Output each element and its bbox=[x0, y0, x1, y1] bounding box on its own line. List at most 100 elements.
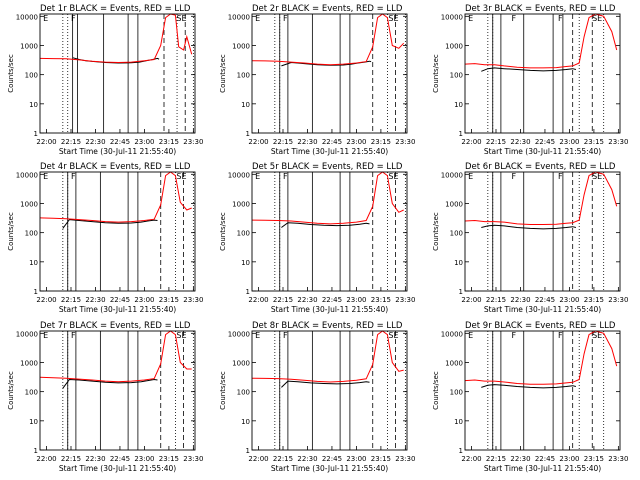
series-line-events bbox=[62, 378, 158, 389]
x-tick-label: 23:30 bbox=[395, 296, 415, 304]
plot-frame bbox=[39, 171, 196, 292]
x-tick-label: 23:15 bbox=[159, 296, 179, 304]
y-tick-label: 10 bbox=[241, 259, 250, 267]
x-tick-label: 22:30 bbox=[85, 455, 105, 463]
panel-title: Det 2r BLACK = Events, RED = LLD bbox=[252, 4, 403, 14]
y-tick-label: 10000 bbox=[228, 171, 250, 179]
series-line-lld bbox=[39, 13, 193, 64]
x-tick-label: 22:15 bbox=[486, 296, 506, 304]
x-axis-label: Start Time (30-Jul-11 21:55:40) bbox=[59, 147, 176, 156]
x-tick-label: 22:45 bbox=[110, 455, 130, 463]
x-tick-label: 22:00 bbox=[248, 455, 268, 463]
y-tick-label: 1 bbox=[246, 288, 250, 296]
x-tick-label: 22:15 bbox=[486, 138, 506, 146]
y-axis-label: Counts/sec bbox=[219, 54, 227, 93]
top-marker-label: F bbox=[71, 172, 76, 181]
y-tick-label: 1 bbox=[34, 447, 38, 455]
x-tick-label: 23:30 bbox=[183, 296, 203, 304]
plot-frame bbox=[464, 330, 621, 451]
top-marker-label: E bbox=[468, 14, 473, 23]
top-marker-label: E bbox=[255, 14, 260, 23]
y-tick-label: 1000 bbox=[20, 42, 38, 50]
x-tick-label: 23:30 bbox=[183, 138, 203, 146]
series-line-lld bbox=[39, 171, 192, 223]
x-tick-label: 22:45 bbox=[535, 296, 555, 304]
top-marker-label: F bbox=[558, 331, 563, 340]
y-tick-label: 1 bbox=[459, 447, 463, 455]
top-marker-label: E bbox=[43, 172, 48, 181]
x-tick-label: 22:45 bbox=[322, 455, 342, 463]
x-tick-label: 22:30 bbox=[297, 138, 317, 146]
x-tick-label: 22:45 bbox=[110, 138, 130, 146]
top-marker-label: F bbox=[71, 14, 76, 23]
y-tick-label: 10000 bbox=[16, 171, 38, 179]
top-marker-label: SE bbox=[388, 172, 398, 181]
y-tick-label: 100 bbox=[237, 389, 250, 397]
x-tick-label: 23:30 bbox=[608, 296, 628, 304]
y-tick-label: 100 bbox=[450, 389, 463, 397]
y-axis-label: Counts/sec bbox=[219, 371, 227, 410]
top-marker-label: F bbox=[283, 331, 288, 340]
x-tick-label: 23:30 bbox=[608, 455, 628, 463]
x-tick-label: 23:00 bbox=[346, 296, 366, 304]
panel-title: Det 4r BLACK = Events, RED = LLD bbox=[40, 162, 191, 172]
y-tick-label: 100 bbox=[450, 230, 463, 238]
panel-title: Det 9r BLACK = Events, RED = LLD bbox=[465, 321, 616, 331]
plot-frame bbox=[464, 13, 621, 134]
plot-frame bbox=[464, 171, 621, 292]
y-axis-label: Counts/sec bbox=[7, 371, 15, 410]
x-tick-label: 23:00 bbox=[134, 455, 154, 463]
y-tick-label: 1 bbox=[246, 447, 250, 455]
top-marker-label: F bbox=[512, 14, 517, 23]
x-tick-label: 23:30 bbox=[183, 455, 203, 463]
y-tick-label: 10 bbox=[29, 259, 38, 267]
top-marker-label: SE bbox=[592, 331, 602, 340]
top-marker-label: F bbox=[512, 331, 517, 340]
y-tick-label: 10000 bbox=[441, 330, 463, 338]
panel-4: Det 4r BLACK = Events, RED = LLD Counts/s… bbox=[7, 162, 203, 314]
x-tick-label: 22:15 bbox=[61, 455, 81, 463]
series-line-lld bbox=[39, 330, 192, 383]
x-tick-label: 23:15 bbox=[159, 138, 179, 146]
panel-2: Det 2r BLACK = Events, RED = LLD Counts/s… bbox=[219, 4, 415, 156]
y-tick-label: 1000 bbox=[232, 200, 250, 208]
x-tick-label: 23:00 bbox=[559, 455, 579, 463]
series-line-events bbox=[481, 384, 577, 389]
panel-title: Det 1r BLACK = Events, RED = LLD bbox=[40, 4, 191, 14]
x-axis-label: Start Time (30-Jul-11 21:55:40) bbox=[484, 147, 601, 156]
y-tick-label: 100 bbox=[237, 230, 250, 238]
x-tick-label: 22:15 bbox=[273, 138, 293, 146]
y-tick-label: 1 bbox=[34, 288, 38, 296]
x-tick-label: 23:30 bbox=[608, 138, 628, 146]
y-tick-label: 1000 bbox=[445, 42, 463, 50]
y-tick-label: 10000 bbox=[441, 171, 463, 179]
x-tick-label: 22:30 bbox=[510, 296, 530, 304]
x-tick-label: 22:30 bbox=[510, 455, 530, 463]
x-axis-label: Start Time (30-Jul-11 21:55:40) bbox=[484, 305, 601, 314]
panel-title: Det 3r BLACK = Events, RED = LLD bbox=[465, 4, 616, 14]
x-tick-label: 23:00 bbox=[134, 296, 154, 304]
y-tick-label: 100 bbox=[25, 72, 38, 80]
y-tick-label: 10 bbox=[454, 418, 463, 426]
y-tick-label: 10 bbox=[454, 101, 463, 109]
y-tick-label: 100 bbox=[25, 230, 38, 238]
top-marker-label: SE bbox=[176, 172, 186, 181]
top-marker-label: E bbox=[468, 172, 473, 181]
y-tick-label: 1000 bbox=[20, 359, 38, 367]
x-tick-label: 22:00 bbox=[461, 455, 481, 463]
y-axis-label: Counts/sec bbox=[219, 212, 227, 251]
top-marker-label: SE bbox=[176, 331, 186, 340]
x-tick-label: 22:00 bbox=[36, 455, 56, 463]
x-tick-label: 22:00 bbox=[461, 138, 481, 146]
top-marker-label: SE bbox=[388, 14, 398, 23]
top-marker-label: SE bbox=[388, 331, 398, 340]
y-tick-label: 1000 bbox=[445, 200, 463, 208]
top-marker-label: F bbox=[512, 172, 517, 181]
panel-8: Det 8r BLACK = Events, RED = LLD Counts/s… bbox=[219, 321, 415, 473]
x-tick-label: 22:30 bbox=[297, 455, 317, 463]
panel-title: Det 5r BLACK = Events, RED = LLD bbox=[252, 162, 403, 172]
x-tick-label: 22:15 bbox=[273, 296, 293, 304]
top-marker-label: F bbox=[283, 172, 288, 181]
series-line-events bbox=[62, 219, 158, 229]
